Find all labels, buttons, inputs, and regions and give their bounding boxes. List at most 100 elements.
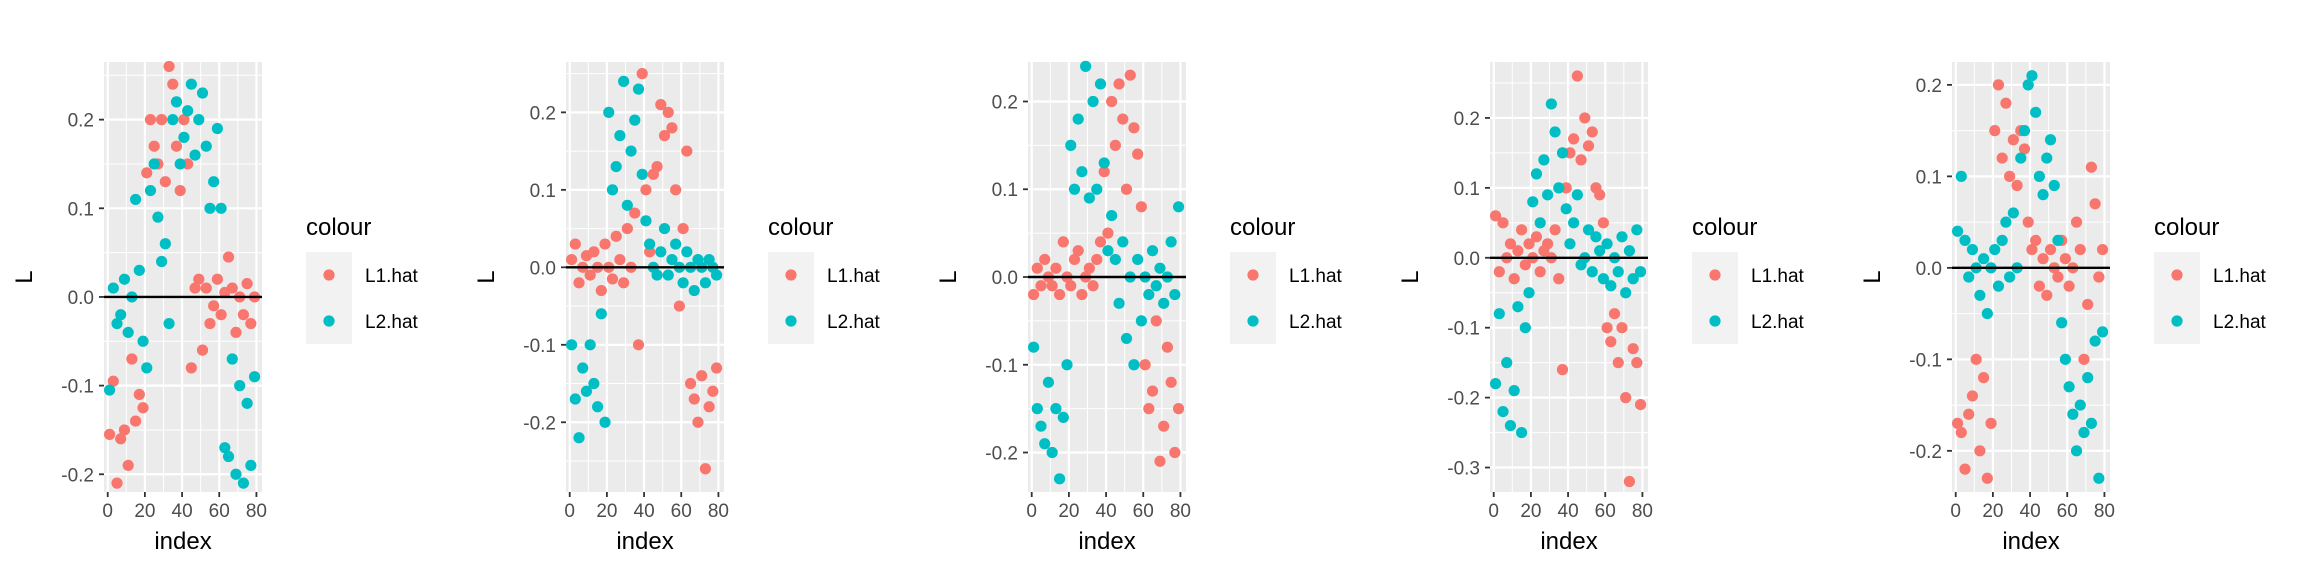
point-L2-hat bbox=[699, 277, 712, 289]
point-L1-hat bbox=[174, 184, 186, 197]
point-L2-hat bbox=[1132, 253, 1144, 266]
point-L2-hat bbox=[688, 284, 700, 297]
point-L1-hat bbox=[1135, 201, 1147, 213]
point-L2-hat bbox=[215, 202, 227, 214]
point-L2-hat bbox=[182, 105, 194, 117]
point-L1-hat bbox=[1094, 236, 1107, 248]
point-L1-hat bbox=[1068, 253, 1081, 266]
point-L2-hat bbox=[1054, 473, 1066, 485]
y-tick-label: 0.0 bbox=[1916, 259, 1942, 280]
legend-label: L2.hat bbox=[1289, 312, 1343, 333]
point-L1-hat bbox=[636, 68, 648, 80]
legend-label: L1.hat bbox=[1751, 266, 1805, 287]
x-tick-label: 20 bbox=[1058, 501, 1079, 522]
point-L1-hat bbox=[1989, 125, 2001, 137]
x-tick-label: 80 bbox=[1632, 501, 1653, 522]
point-L2-hat bbox=[226, 353, 238, 365]
point-L2-hat bbox=[1106, 209, 1118, 222]
point-L2-hat bbox=[662, 269, 674, 281]
point-L1-hat bbox=[1534, 266, 1546, 278]
point-L2-hat bbox=[621, 199, 633, 211]
point-L1-hat bbox=[1620, 392, 1632, 404]
point-L2-hat bbox=[1527, 196, 1539, 208]
point-L2-hat bbox=[1571, 189, 1583, 201]
point-L2-hat bbox=[595, 308, 607, 320]
legend-marker bbox=[323, 315, 335, 327]
point-L1-hat bbox=[137, 402, 149, 414]
point-L2-hat bbox=[222, 450, 235, 463]
point-L2-hat bbox=[103, 384, 116, 396]
point-L1-hat bbox=[163, 60, 175, 73]
point-L2-hat bbox=[2048, 179, 2060, 192]
point-L2-hat bbox=[1612, 266, 1624, 278]
point-L2-hat bbox=[219, 442, 231, 454]
point-L2-hat bbox=[2074, 399, 2086, 411]
x-tick-label: 0 bbox=[1488, 501, 1499, 522]
point-L2-hat bbox=[178, 131, 190, 143]
point-L2-hat bbox=[2033, 170, 2045, 182]
point-L2-hat bbox=[1519, 322, 1531, 334]
point-L2-hat bbox=[1504, 419, 1517, 432]
point-L2-hat bbox=[152, 211, 164, 223]
point-L2-hat bbox=[1582, 224, 1595, 236]
point-L1-hat bbox=[666, 122, 678, 134]
point-L1-hat bbox=[658, 130, 671, 142]
point-L2-hat bbox=[584, 339, 596, 351]
point-L2-hat bbox=[1128, 359, 1140, 371]
point-L1-hat bbox=[696, 370, 708, 382]
point-L1-hat bbox=[2030, 234, 2042, 247]
point-L2-hat bbox=[1150, 280, 1162, 292]
point-L1-hat bbox=[2041, 289, 2053, 301]
point-L1-hat bbox=[1027, 288, 1040, 301]
point-L1-hat bbox=[662, 106, 674, 118]
legend-label: L1.hat bbox=[827, 266, 881, 287]
point-L1-hat bbox=[1172, 403, 1185, 415]
point-L1-hat bbox=[2082, 298, 2094, 311]
point-L1-hat bbox=[1553, 273, 1565, 285]
x-axis-title: index bbox=[154, 528, 211, 555]
point-L1-hat bbox=[215, 309, 227, 321]
point-L2-hat bbox=[2067, 408, 2079, 420]
point-L2-hat bbox=[1955, 170, 1967, 182]
point-L2-hat bbox=[148, 158, 160, 170]
point-L1-hat bbox=[1523, 238, 1535, 250]
point-L2-hat bbox=[1560, 203, 1572, 215]
point-L2-hat bbox=[1553, 182, 1565, 194]
x-axis-title: index bbox=[2002, 528, 2059, 555]
point-L2-hat bbox=[1597, 273, 1609, 285]
point-L1-hat bbox=[1594, 189, 1606, 201]
point-L2-hat bbox=[1586, 266, 1598, 278]
point-L1-hat bbox=[1128, 122, 1140, 134]
point-L1-hat bbox=[610, 230, 622, 242]
point-L2-hat bbox=[2063, 381, 2075, 393]
legend-marker bbox=[2171, 315, 2183, 327]
point-L1-hat bbox=[103, 428, 116, 440]
point-L1-hat bbox=[1605, 336, 1617, 348]
point-L1-hat bbox=[692, 416, 704, 428]
x-tick-label: 60 bbox=[671, 501, 692, 522]
point-L2-hat bbox=[658, 222, 671, 235]
point-L1-hat bbox=[2004, 170, 2016, 182]
point-L2-hat bbox=[592, 401, 604, 413]
point-L2-hat bbox=[1158, 297, 1170, 309]
point-L2-hat bbox=[1516, 426, 1528, 439]
point-L2-hat bbox=[610, 160, 622, 173]
point-L2-hat bbox=[2022, 79, 2034, 91]
point-L1-hat bbox=[156, 114, 168, 126]
point-L2-hat bbox=[580, 385, 593, 397]
point-L1-hat bbox=[1124, 69, 1136, 81]
point-L2-hat bbox=[144, 184, 157, 197]
point-L1-hat bbox=[141, 167, 153, 179]
point-L1-hat bbox=[1057, 236, 1069, 248]
x-axis-title: index bbox=[616, 528, 673, 555]
point-L2-hat bbox=[1076, 166, 1088, 178]
point-L1-hat bbox=[1165, 376, 1177, 388]
point-L2-hat bbox=[111, 317, 123, 330]
point-L2-hat bbox=[2059, 353, 2071, 365]
y-tick-label: 0.0 bbox=[530, 258, 556, 279]
point-L1-hat bbox=[245, 317, 257, 330]
y-tick-label: 0.2 bbox=[1454, 109, 1480, 130]
legend: colour L1.hat L2.hat bbox=[306, 214, 419, 344]
point-L1-hat bbox=[644, 246, 656, 258]
point-L1-hat bbox=[2000, 97, 2012, 109]
